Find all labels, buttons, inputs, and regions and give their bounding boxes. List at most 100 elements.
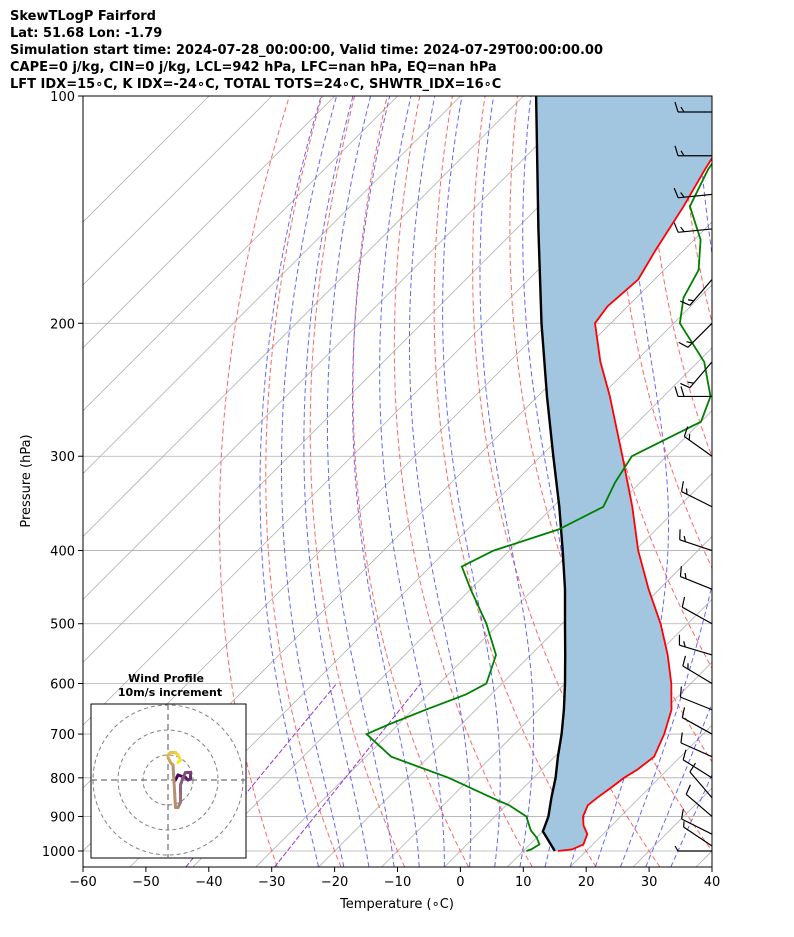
wind-barb bbox=[679, 686, 713, 711]
isotherm-line bbox=[83, 96, 398, 412]
y-tick-label: 900 bbox=[50, 810, 75, 825]
time-line: Simulation start time: 2024-07-28_00:00:… bbox=[10, 43, 603, 58]
moist-adiabat bbox=[442, 96, 501, 867]
hodograph-segment bbox=[171, 763, 177, 809]
wind-barb bbox=[680, 732, 713, 758]
wind-barb-flag bbox=[674, 145, 679, 156]
wind-barb bbox=[683, 426, 713, 457]
y-tick-label: 700 bbox=[50, 728, 75, 743]
wind-barb-shaft bbox=[680, 696, 713, 711]
isotherm-line bbox=[83, 96, 461, 475]
wind-barb-flag bbox=[680, 150, 685, 157]
wind-barb-flag bbox=[673, 187, 679, 199]
index-line: LFT IDX=15∘C, K IDX=-24∘C, TOTAL TOTS=24… bbox=[10, 77, 502, 92]
y-tick-label: 500 bbox=[50, 618, 75, 633]
dry-adiabat bbox=[309, 96, 406, 867]
dry-adiabat bbox=[433, 96, 597, 867]
wind-barb-shaft bbox=[683, 826, 713, 847]
wind-barb-shaft bbox=[685, 793, 713, 817]
x-tick-label: −10 bbox=[384, 875, 411, 890]
wind-barb-flag bbox=[683, 535, 687, 542]
x-tick-label: 30 bbox=[641, 875, 658, 890]
wind-barb-flag bbox=[680, 481, 684, 492]
data-layer bbox=[364, 96, 712, 852]
dry-adiabat bbox=[265, 96, 342, 867]
wind-barb-flag bbox=[689, 762, 697, 773]
dry-adiabat bbox=[472, 96, 661, 867]
wind-barb bbox=[674, 145, 712, 157]
x-tick-label: −60 bbox=[69, 875, 96, 890]
x-tick-label: 10 bbox=[515, 875, 532, 890]
wind-barb-flag bbox=[678, 341, 689, 348]
mixing-ratio-line bbox=[274, 683, 422, 867]
cape-line: CAPE=0 j/kg, CIN=0 j/kg, LCL=942 hPa, LF… bbox=[10, 60, 497, 75]
moist-adiabat bbox=[281, 96, 345, 867]
dry-adiabat bbox=[746, 96, 794, 867]
y-tick-label: 400 bbox=[50, 545, 75, 560]
isotherm-line bbox=[381, 535, 712, 867]
wind-barb bbox=[681, 596, 713, 625]
wind-barb-flag bbox=[674, 386, 679, 397]
wind-barbs bbox=[673, 101, 713, 852]
wind-barb-flag bbox=[674, 845, 679, 852]
wind-barb bbox=[680, 361, 713, 389]
moist-adiabat bbox=[594, 96, 669, 867]
y-tick-label: 600 bbox=[50, 678, 75, 693]
wind-barb-flag bbox=[680, 382, 691, 389]
parcel-profile-line bbox=[534, 96, 567, 852]
chart-header: SkewTLogP Fairford Lat: 51.68 Lon: -1.79… bbox=[10, 8, 603, 93]
y-tick-label: 100 bbox=[50, 90, 75, 105]
wind-barb bbox=[685, 784, 713, 817]
wind-barb-shaft bbox=[689, 279, 713, 306]
y-tick-label: 800 bbox=[50, 772, 75, 787]
wind-barb bbox=[689, 762, 713, 799]
wind-barb-shaft bbox=[680, 575, 713, 590]
wind-barb-shaft bbox=[682, 759, 713, 779]
wind-barb-flag bbox=[685, 784, 691, 795]
x-tick-label: −50 bbox=[132, 875, 159, 890]
wind-barb bbox=[674, 845, 712, 852]
wind-barb-flag bbox=[686, 341, 693, 344]
wind-barb bbox=[678, 322, 713, 348]
wind-barb-shaft bbox=[681, 818, 713, 835]
wind-barb-flag bbox=[683, 426, 689, 437]
moist-adiabat bbox=[379, 96, 445, 867]
wind-barb bbox=[673, 187, 713, 199]
wind-barb bbox=[674, 386, 712, 398]
x-tick-label: 40 bbox=[704, 875, 721, 890]
inset-subtitle: 10m/s increment bbox=[118, 686, 222, 699]
isotherm-line bbox=[318, 473, 712, 867]
isotherm-line bbox=[83, 96, 273, 286]
isotherm-line bbox=[255, 410, 712, 867]
x-tick-label: 0 bbox=[456, 875, 464, 890]
temperature-line bbox=[557, 156, 712, 852]
dry-adiabat bbox=[352, 96, 469, 867]
location-line: Lat: 51.68 Lon: -1.79 bbox=[10, 26, 163, 41]
wind-barb-flag bbox=[674, 101, 679, 113]
moist-adiabat bbox=[670, 773, 712, 867]
dry-adiabat bbox=[713, 96, 794, 867]
wind-barb-shaft bbox=[687, 322, 713, 348]
wind-barb bbox=[680, 808, 713, 835]
wind-barb-flag bbox=[679, 686, 682, 698]
cape-cin-shading bbox=[536, 96, 712, 851]
wind-profile-inset: Wind Profile 10m/s increment bbox=[90, 672, 247, 859]
moist-adiabat bbox=[645, 702, 712, 867]
wind-barb-flag bbox=[680, 106, 685, 113]
wind-barb-flag bbox=[680, 808, 684, 820]
wind-barb bbox=[679, 529, 713, 552]
y-tick-label: 1000 bbox=[42, 845, 75, 860]
wind-barb-flag bbox=[682, 749, 687, 760]
moist-adiabat bbox=[479, 96, 535, 867]
chart-title: SkewTLogP Fairford bbox=[10, 9, 156, 24]
wind-barb-shaft bbox=[680, 742, 713, 758]
wind-barb-flag bbox=[680, 732, 683, 743]
wind-barb bbox=[683, 821, 713, 847]
wind-barb-flag bbox=[681, 596, 686, 608]
dry-adiabat bbox=[218, 96, 290, 867]
axes: −60 −50 −40 −30 −20 −10 0 10 20 30 40 1000 900 800 700… bbox=[42, 90, 720, 890]
isotherm-line bbox=[83, 96, 336, 349]
x-tick-label: −40 bbox=[195, 875, 222, 890]
x-tick-label: −20 bbox=[321, 875, 348, 890]
